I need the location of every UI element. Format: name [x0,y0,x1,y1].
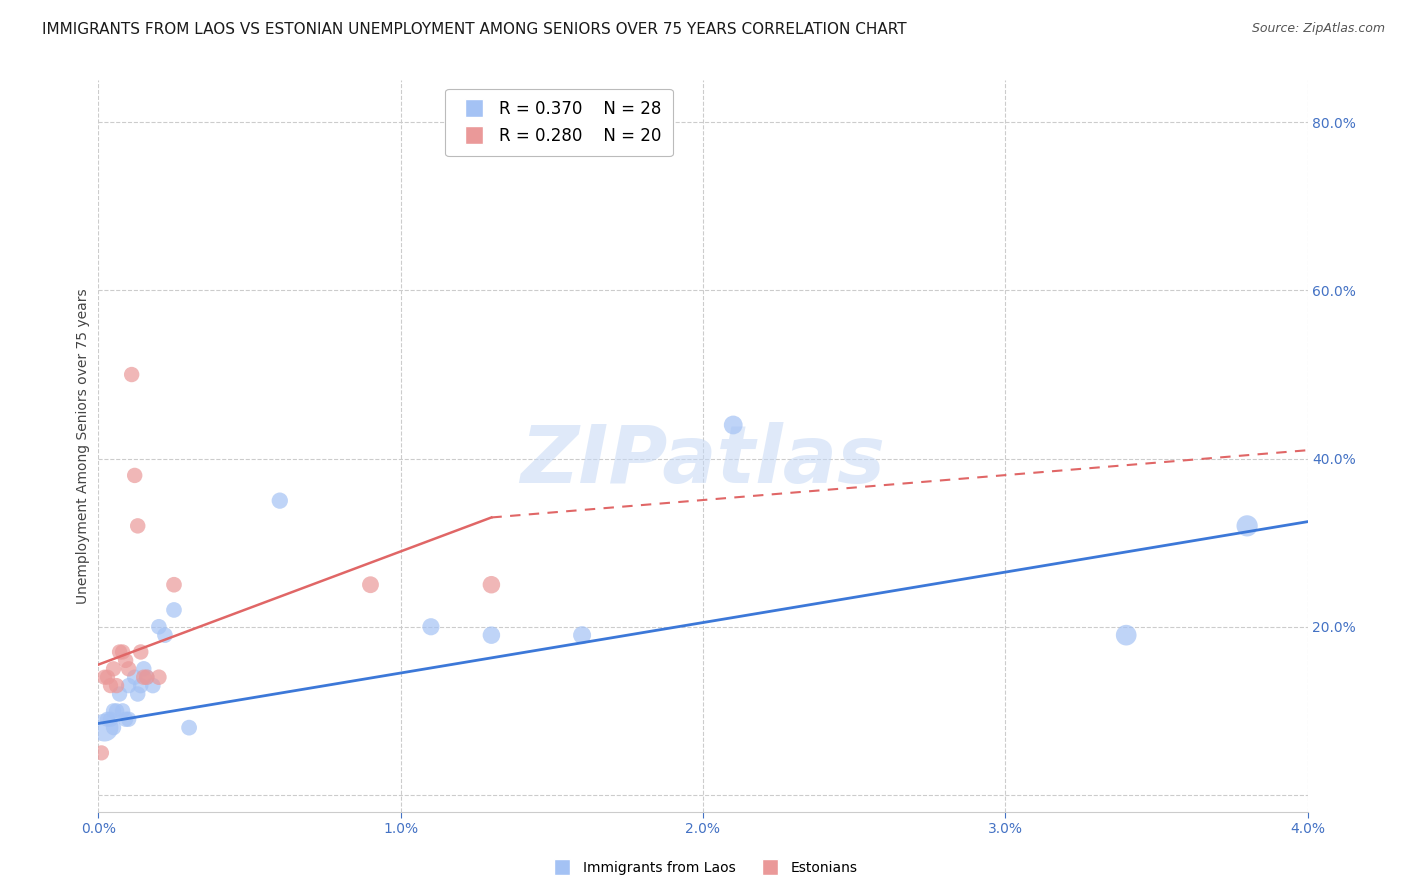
Point [93,670,115,684]
Point [127,687,149,701]
Point [124,670,146,684]
Point [108,687,131,701]
Point [1115,628,1137,642]
Point [481,578,503,592]
Point [100,679,122,693]
Y-axis label: Unemployment Among Seniors over 75 years: Unemployment Among Seniors over 75 years [76,288,90,604]
Point [114,653,136,667]
Point [103,662,125,676]
Point [481,628,503,642]
Point [105,679,128,693]
Point [148,670,170,684]
Point [129,679,152,693]
Point [121,368,143,382]
Point [118,679,141,693]
Point [153,628,176,642]
Point [111,704,134,718]
Point [142,679,165,693]
Point [90,746,112,760]
Point [111,645,134,659]
Point [118,712,141,726]
Point [105,704,128,718]
Point [127,519,149,533]
Point [571,628,593,642]
Point [100,712,122,726]
Text: Source: ZipAtlas.com: Source: ZipAtlas.com [1251,22,1385,36]
Point [360,578,382,592]
Point [723,417,745,432]
Text: ZIPatlas: ZIPatlas [520,422,886,500]
Point [108,645,131,659]
Point [420,620,443,634]
Point [93,721,115,735]
Point [1236,519,1258,533]
Text: IMMIGRANTS FROM LAOS VS ESTONIAN UNEMPLOYMENT AMONG SENIORS OVER 75 YEARS CORREL: IMMIGRANTS FROM LAOS VS ESTONIAN UNEMPLO… [42,22,907,37]
Point [118,662,141,676]
Point [103,704,125,718]
Point [163,578,186,592]
Point [124,468,146,483]
Point [129,645,152,659]
Point [135,670,157,684]
Point [132,662,155,676]
Point [96,712,118,726]
Point [103,721,125,735]
Point [163,603,186,617]
Point [132,670,155,684]
Point [114,712,136,726]
Point [148,620,170,634]
Point [179,721,201,735]
Point [269,493,291,508]
Point [135,670,157,684]
Point [96,670,118,684]
Legend: Immigrants from Laos, Estonians: Immigrants from Laos, Estonians [543,855,863,880]
Legend: R = 0.370    N = 28, R = 0.280    N = 20: R = 0.370 N = 28, R = 0.280 N = 20 [446,88,672,156]
